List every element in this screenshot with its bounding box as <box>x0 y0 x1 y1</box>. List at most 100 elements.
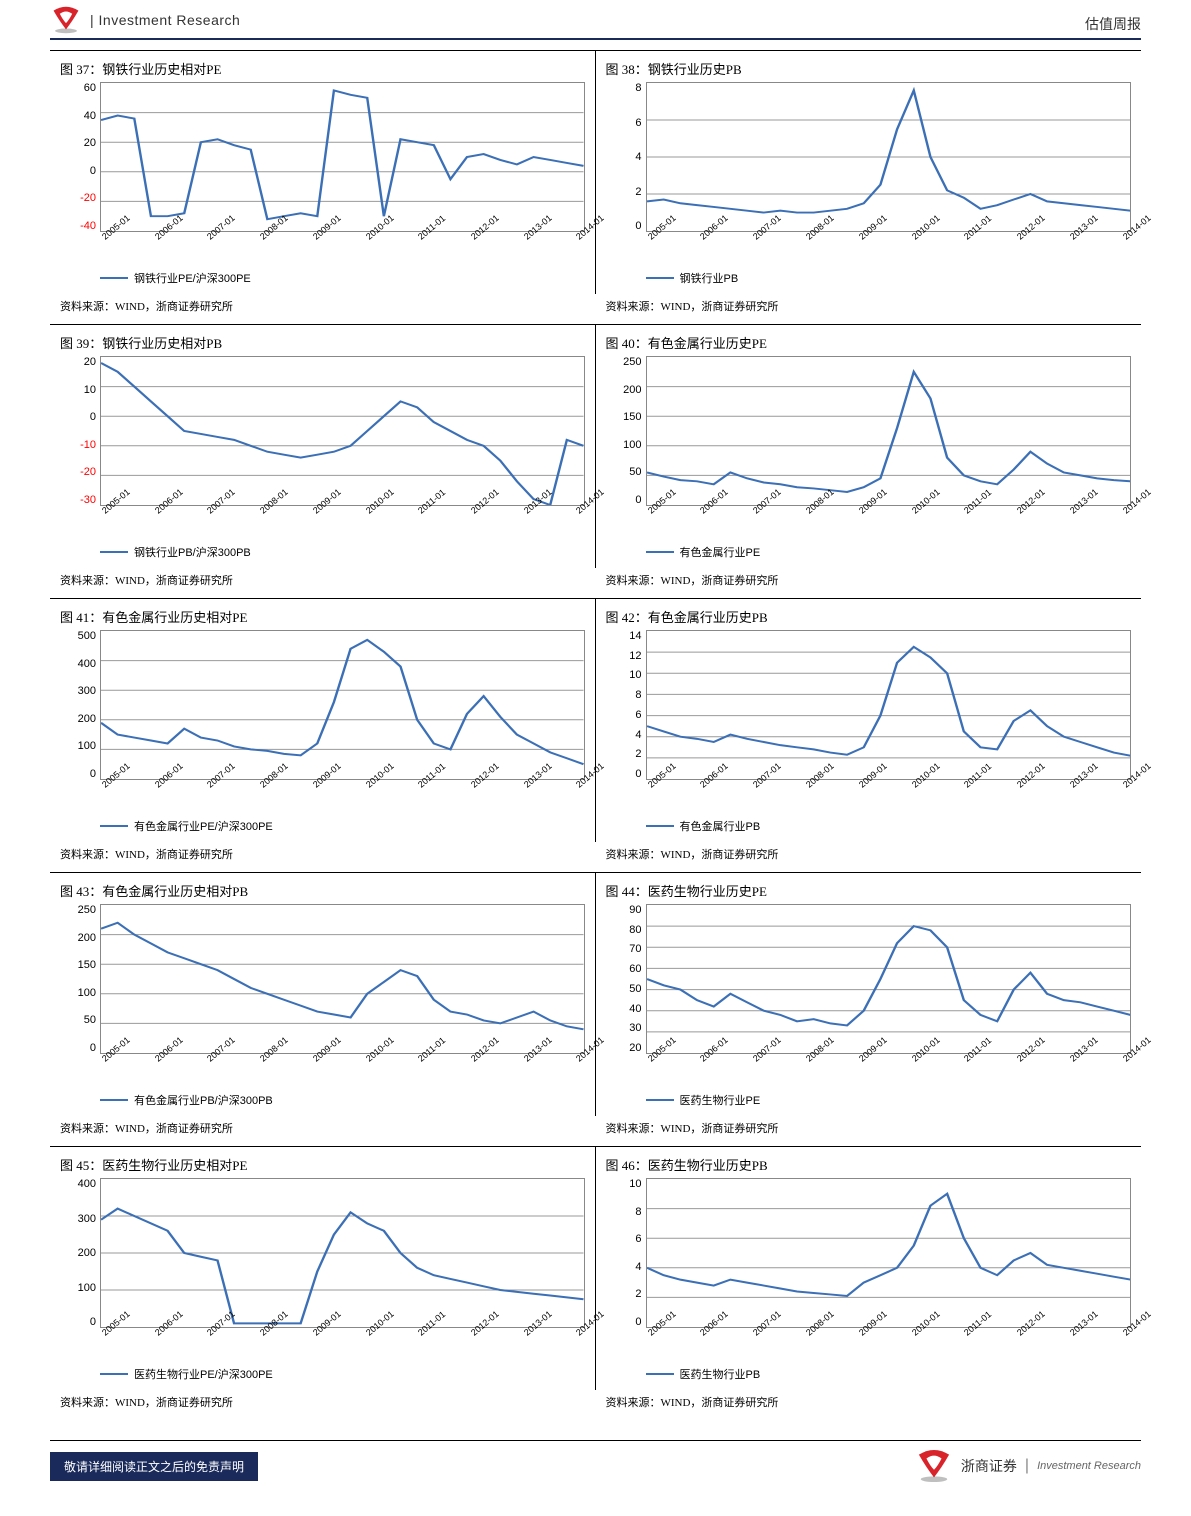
y-tick: 0 <box>90 1316 96 1328</box>
chart-box: 20100-10-20-30 <box>60 356 585 506</box>
chart-legend: 有色金属行业PB/沪深300PB <box>100 1066 585 1110</box>
y-tick: 8 <box>635 689 641 701</box>
x-axis: 2005-012006-012007-012008-012009-012010-… <box>100 506 585 518</box>
chart-cell: 图 46：医药生物行业历史PB10864202005-012006-012007… <box>596 1146 1142 1390</box>
chart-box: 86420 <box>606 82 1132 232</box>
y-tick: 2 <box>635 1288 641 1300</box>
y-tick: 0 <box>90 165 96 177</box>
chart-box: 1086420 <box>606 1178 1132 1328</box>
legend-swatch <box>646 277 674 279</box>
legend-label: 钢铁行业PB <box>680 270 739 286</box>
chart-legend: 钢铁行业PB/沪深300PB <box>100 518 585 562</box>
y-tick: 0 <box>635 220 641 232</box>
y-tick: 40 <box>84 110 96 122</box>
chart-cell: 图 45：医药生物行业历史相对PE40030020010002005-01200… <box>50 1146 596 1390</box>
legend-swatch <box>646 1099 674 1101</box>
chart-box: 6040200-20-40 <box>60 82 585 232</box>
legend-label: 医药生物行业PE/沪深300PE <box>134 1366 273 1382</box>
y-tick: 80 <box>629 924 641 936</box>
chart-box: 4003002001000 <box>60 1178 585 1328</box>
y-tick: -30 <box>80 494 96 506</box>
chart-cell: 图 44：医药生物行业历史PE 90807060504030202005-0120… <box>596 872 1142 1116</box>
chart-legend: 医药生物行业PB <box>646 1340 1132 1384</box>
x-axis: 2005-012006-012007-012008-012009-012010-… <box>646 780 1132 792</box>
x-axis: 2005-012006-012007-012008-012009-012010-… <box>100 1328 585 1340</box>
plot-area <box>100 82 585 232</box>
y-tick: 100 <box>623 439 641 451</box>
legend-label: 有色金属行业PE <box>680 544 761 560</box>
y-tick: 250 <box>623 356 641 368</box>
y-tick: 150 <box>78 959 96 971</box>
y-tick: 4 <box>635 1261 641 1273</box>
y-tick: 12 <box>629 650 641 662</box>
legend-swatch <box>100 551 128 553</box>
y-axis: 1086420 <box>606 1178 646 1328</box>
y-tick: 6 <box>635 1233 641 1245</box>
chart-title: 图 40：有色金属行业历史PE <box>606 333 1132 352</box>
y-tick: 10 <box>629 669 641 681</box>
y-tick: 400 <box>78 1178 96 1190</box>
y-tick: 300 <box>78 685 96 697</box>
y-axis: 86420 <box>606 82 646 232</box>
chart-legend: 钢铁行业PB <box>646 244 1132 288</box>
legend-swatch <box>100 825 128 827</box>
chart-box: 14121086420 <box>606 630 1132 780</box>
y-axis: 6040200-20-40 <box>60 82 100 232</box>
y-axis: 5004003002001000 <box>60 630 100 780</box>
y-tick: 100 <box>78 1282 96 1294</box>
x-axis: 2005-012006-012007-012008-012009-012010-… <box>646 1054 1132 1066</box>
source-text: 资料来源：WIND，浙商证券研究所 <box>60 572 596 588</box>
y-tick: 6 <box>635 117 641 129</box>
footer-brand-en: Investment Research <box>1037 1460 1141 1472</box>
plot-area <box>100 356 585 506</box>
y-tick: -40 <box>80 220 96 232</box>
y-tick: 200 <box>78 713 96 725</box>
legend-swatch <box>100 1099 128 1101</box>
y-axis: 9080706050403020 <box>606 904 646 1054</box>
plot-area <box>646 904 1132 1054</box>
plot-area <box>100 904 585 1054</box>
y-tick: -20 <box>80 192 96 204</box>
chart-title: 图 43：有色金属行业历史相对PB <box>60 881 585 900</box>
y-axis: 250200150100500 <box>606 356 646 506</box>
chart-cell: 图 39：钢铁行业历史相对PB20100-10-20-302005-012006… <box>50 324 596 568</box>
y-tick: 10 <box>629 1178 641 1190</box>
y-tick: 200 <box>78 932 96 944</box>
chart-title: 图 41：有色金属行业历史相对PE <box>60 607 585 626</box>
y-tick: 50 <box>629 466 641 478</box>
y-tick: 50 <box>629 983 641 995</box>
chart-title: 图 44：医药生物行业历史PE <box>606 881 1132 900</box>
legend-label: 医药生物行业PB <box>680 1366 761 1382</box>
x-axis: 2005-012006-012007-012008-012009-012010-… <box>646 1328 1132 1340</box>
data-series <box>647 647 1131 756</box>
y-tick: 0 <box>635 1316 641 1328</box>
y-axis: 14121086420 <box>606 630 646 780</box>
y-tick: 20 <box>84 137 96 149</box>
y-tick: 0 <box>635 494 641 506</box>
y-tick: 30 <box>629 1022 641 1034</box>
chart-cell: 图 41：有色金属行业历史相对PE50040030020010002005-01… <box>50 598 596 842</box>
y-tick: 2 <box>635 748 641 760</box>
plot-area <box>100 630 585 780</box>
chart-cell: 图 37：钢铁行业历史相对PE6040200-20-402005-012006-… <box>50 50 596 294</box>
header-right-title: 估值周报 <box>1085 14 1141 34</box>
data-series <box>101 363 584 505</box>
plot-area <box>646 1178 1132 1328</box>
y-tick: 2 <box>635 186 641 198</box>
y-tick: 4 <box>635 729 641 741</box>
x-axis: 2005-012006-012007-012008-012009-012010-… <box>100 232 585 244</box>
x-axis: 2005-012006-012007-012008-012009-012010-… <box>646 506 1132 518</box>
y-tick: 250 <box>78 904 96 916</box>
footer-disclaimer: 敬请详细阅读正文之后的免责声明 <box>50 1452 258 1481</box>
source-text: 资料来源：WIND，浙商证券研究所 <box>606 846 1142 862</box>
legend-swatch <box>100 1373 128 1375</box>
source-text: 资料来源：WIND，浙商证券研究所 <box>60 1394 596 1410</box>
chart-title: 图 42：有色金属行业历史PB <box>606 607 1132 626</box>
source-text: 资料来源：WIND，浙商证券研究所 <box>606 572 1142 588</box>
legend-swatch <box>646 551 674 553</box>
chart-legend: 医药生物行业PE <box>646 1066 1132 1110</box>
page-footer: 敬请详细阅读正文之后的免责声明 浙商证券 | Investment Resear… <box>50 1440 1141 1483</box>
source-text: 资料来源：WIND，浙商证券研究所 <box>60 298 596 314</box>
data-series <box>101 640 584 764</box>
chart-box: 250200150100500 <box>606 356 1132 506</box>
